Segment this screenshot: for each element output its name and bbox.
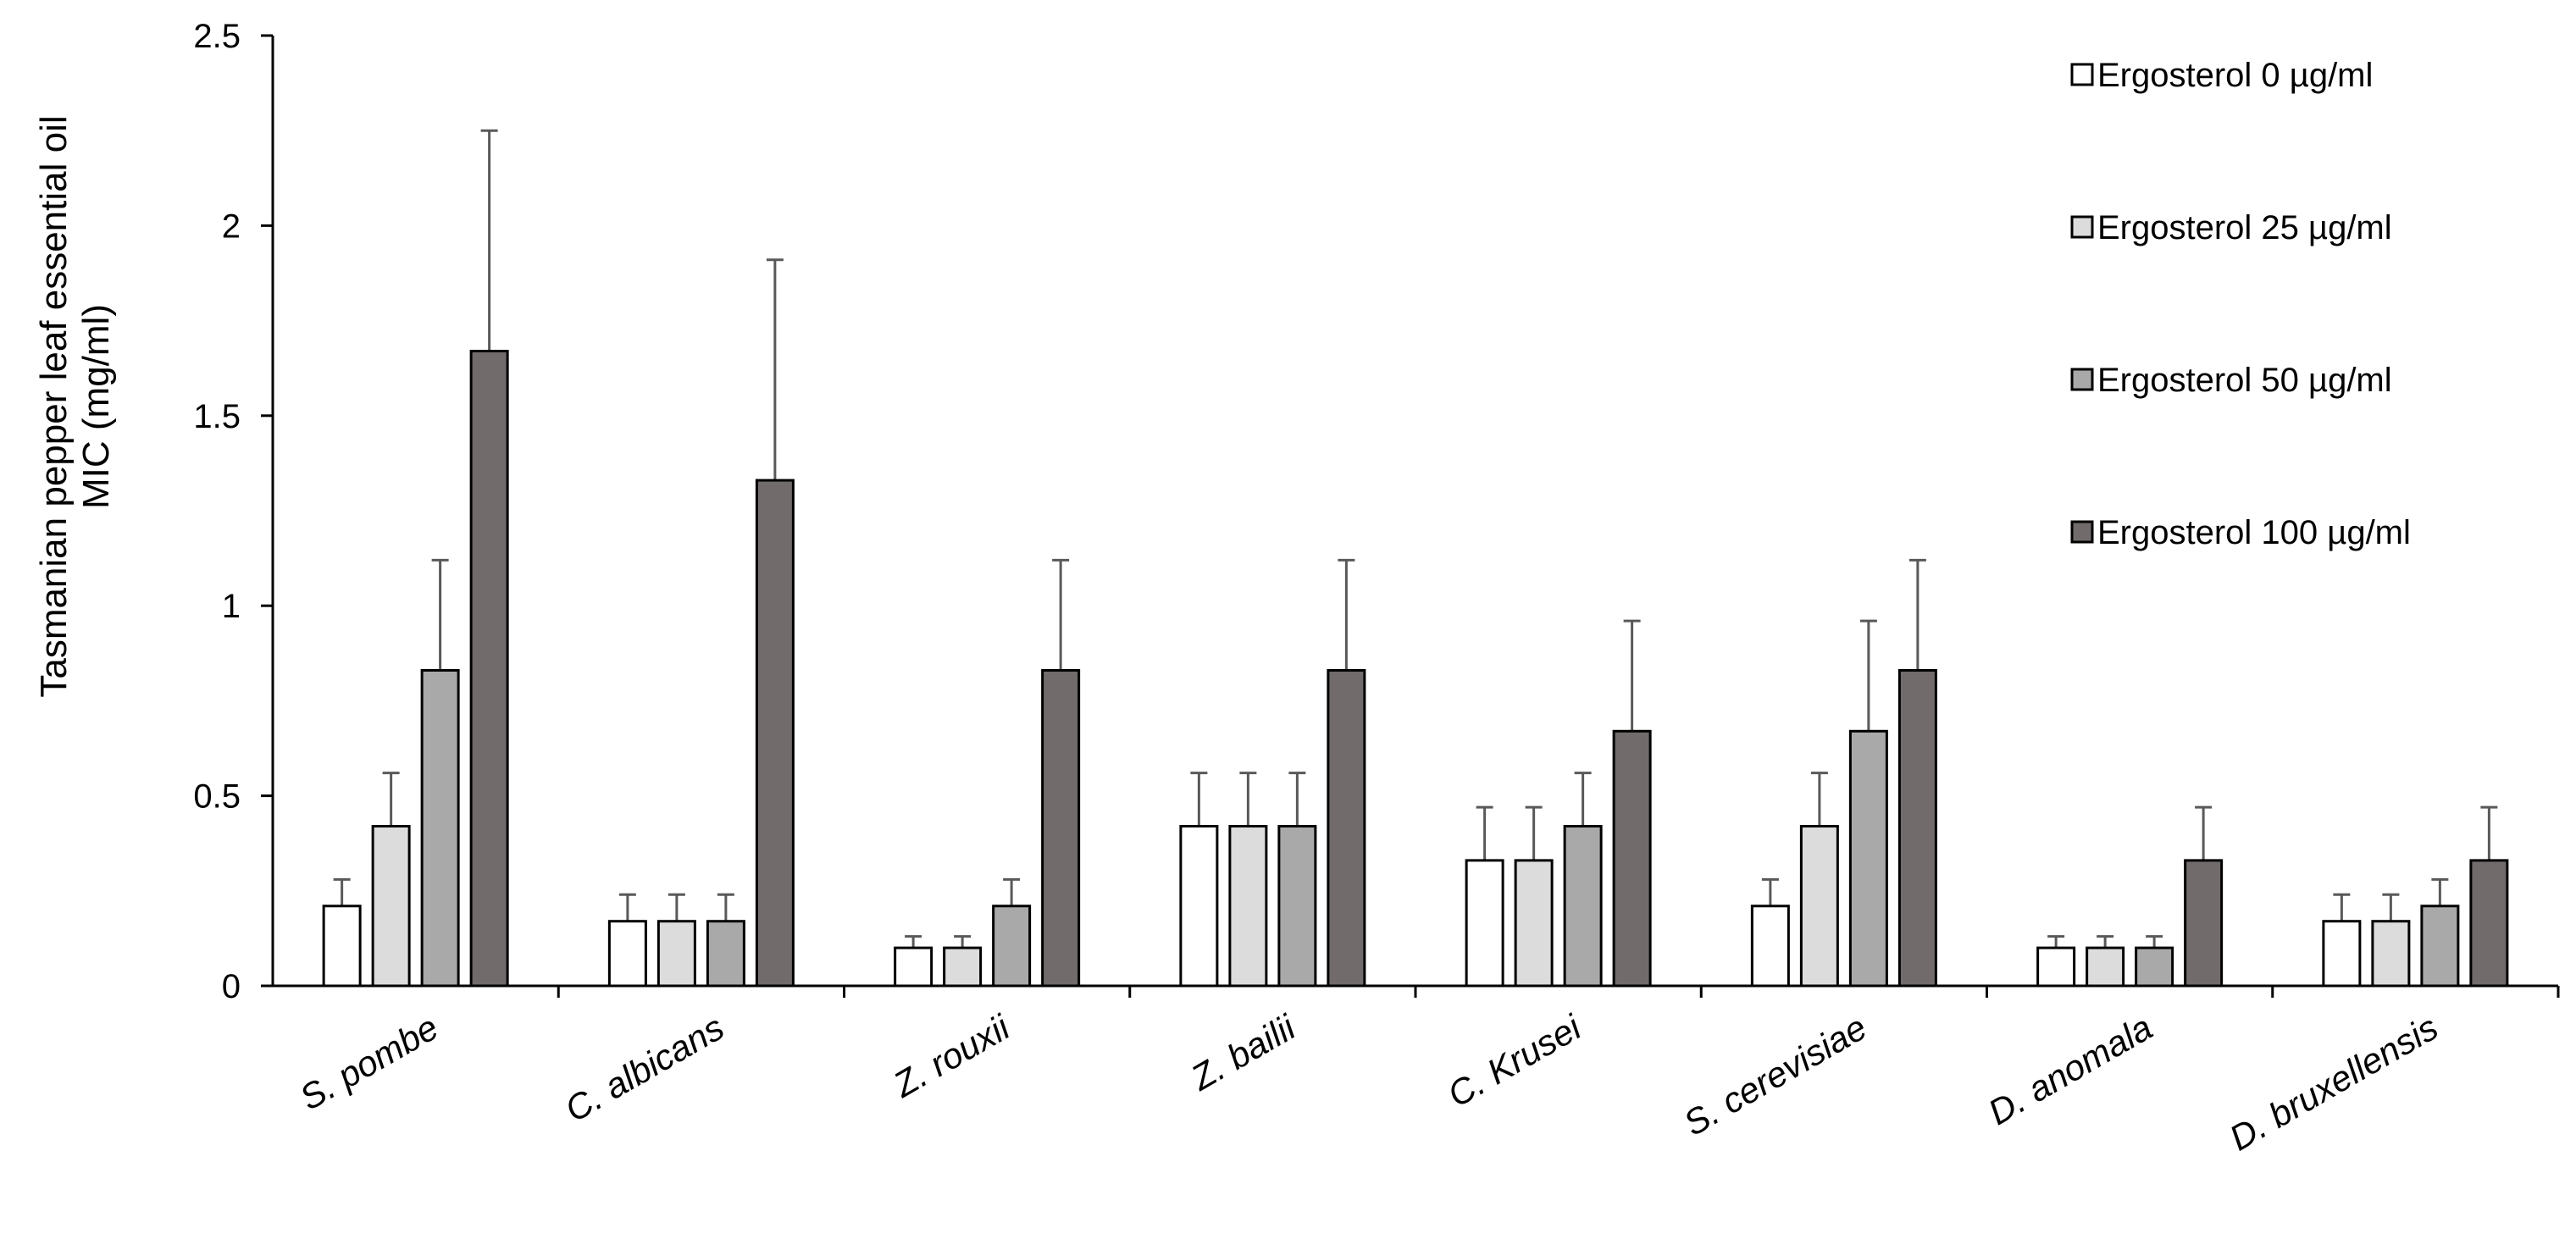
legend-swatch bbox=[2070, 520, 2094, 544]
bar bbox=[2469, 859, 2509, 988]
x-tick-label: Z. bailii bbox=[1183, 1006, 1303, 1098]
bar bbox=[992, 905, 1032, 988]
bar bbox=[1848, 729, 1888, 988]
bar bbox=[2184, 859, 2224, 988]
legend-label: Ergosterol 100 µg/ml bbox=[2097, 514, 2411, 551]
bar bbox=[607, 920, 647, 988]
bar bbox=[2420, 905, 2460, 988]
legend-label: Ergosterol 25 µg/ml bbox=[2097, 209, 2392, 246]
y-axis-title-line2: MIC (mg/ml) bbox=[75, 304, 117, 509]
bar bbox=[1041, 668, 1081, 988]
bar bbox=[656, 920, 696, 988]
y-axis-title-line1: Tasmanian pepper leaf essential oil bbox=[33, 115, 75, 697]
bar bbox=[943, 946, 983, 988]
axes: 0 0.5 1 1.5 2 2.5 S. pombe C. albicans Z. rouxii… bbox=[193, 18, 2560, 1159]
bar bbox=[2135, 946, 2174, 988]
legend-swatch bbox=[2070, 368, 2094, 391]
y-tick-label: 1 bbox=[222, 588, 241, 625]
legend-swatch bbox=[2070, 63, 2094, 86]
x-tick-label: C. albicans bbox=[558, 1007, 730, 1130]
bar bbox=[1750, 905, 1790, 988]
y-tick-label: 2.5 bbox=[193, 18, 241, 55]
bar bbox=[1563, 825, 1603, 988]
x-tick-label: D. anomala bbox=[1981, 1007, 2159, 1132]
legend-swatch bbox=[2070, 215, 2094, 239]
y-tick-label: 0.5 bbox=[193, 778, 241, 816]
bar bbox=[894, 946, 933, 988]
bar bbox=[2371, 920, 2411, 988]
bar bbox=[2036, 946, 2076, 988]
bar bbox=[2322, 920, 2362, 988]
bar bbox=[2086, 946, 2125, 988]
legend-label: Ergosterol 0 µg/ml bbox=[2097, 57, 2373, 94]
bar bbox=[371, 825, 411, 988]
bar bbox=[1179, 825, 1219, 988]
x-tick-label: Z. rouxii bbox=[886, 1006, 1017, 1105]
bar bbox=[1327, 668, 1366, 988]
error-bars bbox=[333, 129, 2498, 949]
y-tick-label: 0 bbox=[222, 968, 241, 1005]
bar bbox=[1277, 825, 1317, 988]
bar bbox=[1612, 729, 1652, 988]
bar bbox=[1799, 825, 1839, 988]
bar bbox=[469, 350, 509, 988]
bar bbox=[1465, 859, 1504, 988]
bar bbox=[1514, 859, 1554, 988]
bar bbox=[322, 905, 362, 988]
y-tick-label: 1.5 bbox=[193, 398, 241, 435]
bars bbox=[322, 350, 2509, 988]
x-tick-label: D. bruxellensis bbox=[2223, 1007, 2445, 1158]
bar bbox=[1228, 825, 1268, 988]
bar bbox=[1897, 668, 1937, 988]
y-tick-label: 2 bbox=[222, 208, 241, 245]
y-axis-title: Tasmanian pepper leaf essential oil MIC … bbox=[33, 115, 117, 697]
bar bbox=[420, 668, 460, 988]
legend: Ergosterol 0 µg/ml Ergosterol 25 µg/ml Erg… bbox=[2070, 57, 2411, 551]
x-tick-label: C. Krusei bbox=[1441, 1006, 1589, 1115]
x-tick-label: S. pombe bbox=[293, 1007, 445, 1118]
x-tick-label: S. cerevisiae bbox=[1677, 1007, 1874, 1143]
bar bbox=[755, 479, 795, 988]
legend-label: Ergosterol 50 µg/ml bbox=[2097, 362, 2392, 399]
bar bbox=[706, 920, 745, 988]
